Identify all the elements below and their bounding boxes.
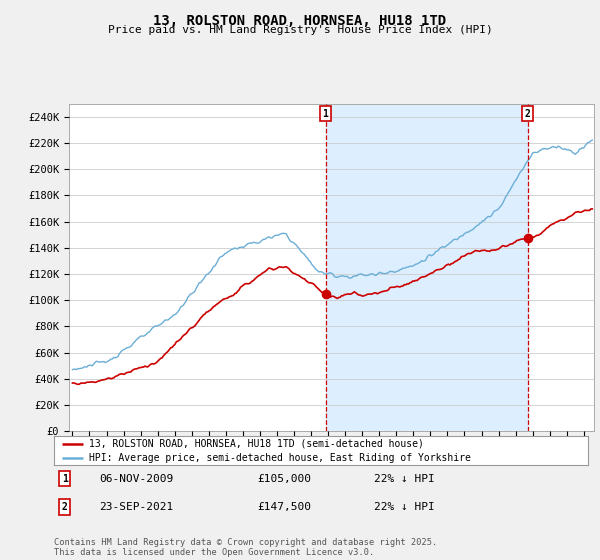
- Text: 23-SEP-2021: 23-SEP-2021: [100, 502, 173, 512]
- Text: 13, ROLSTON ROAD, HORNSEA, HU18 1TD (semi-detached house): 13, ROLSTON ROAD, HORNSEA, HU18 1TD (sem…: [89, 438, 424, 449]
- Text: £147,500: £147,500: [257, 502, 311, 512]
- Text: 2: 2: [62, 502, 68, 512]
- Text: 13, ROLSTON ROAD, HORNSEA, HU18 1TD: 13, ROLSTON ROAD, HORNSEA, HU18 1TD: [154, 14, 446, 28]
- Bar: [326, 104, 528, 431]
- Text: Price paid vs. HM Land Registry's House Price Index (HPI): Price paid vs. HM Land Registry's House …: [107, 25, 493, 35]
- Text: £105,000: £105,000: [257, 474, 311, 484]
- Text: 22% ↓ HPI: 22% ↓ HPI: [374, 474, 435, 484]
- Text: Contains HM Land Registry data © Crown copyright and database right 2025.
This d: Contains HM Land Registry data © Crown c…: [54, 538, 437, 557]
- Text: 06-NOV-2009: 06-NOV-2009: [100, 474, 173, 484]
- Text: 22% ↓ HPI: 22% ↓ HPI: [374, 502, 435, 512]
- Text: 1: 1: [62, 474, 68, 484]
- Text: 2: 2: [525, 109, 531, 119]
- Text: HPI: Average price, semi-detached house, East Riding of Yorkshire: HPI: Average price, semi-detached house,…: [89, 452, 470, 463]
- Text: 1: 1: [323, 109, 328, 119]
